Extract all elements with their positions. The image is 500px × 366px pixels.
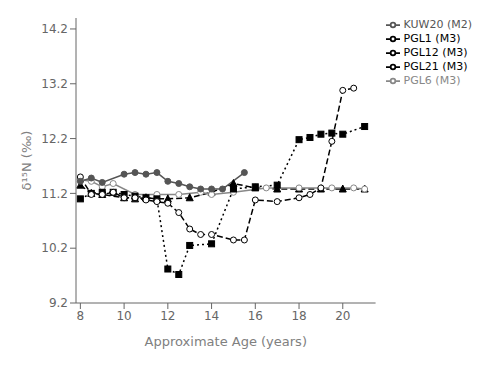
svg-text:14: 14 (204, 309, 219, 323)
svg-text:13.2: 13.2 (41, 77, 68, 91)
html-text:PGL21 (M3): PGL21 (M3) (403, 60, 468, 73)
html-text:KUW20 (M2): KUW20 (M2) (403, 18, 472, 31)
svg-text:14.2: 14.2 (41, 22, 68, 36)
svg-text:20: 20 (335, 309, 350, 323)
svg-text:16: 16 (248, 309, 263, 323)
html-text:PGL12 (M3): PGL12 (M3) (403, 46, 468, 59)
svg-text:12.2: 12.2 (41, 132, 68, 146)
svg-text:10.2: 10.2 (41, 241, 68, 255)
svg-text:10: 10 (116, 309, 131, 323)
svg-text:Approximate Age (years): Approximate Age (years) (145, 334, 307, 349)
svg-text:11.2: 11.2 (41, 187, 68, 201)
html-text:PGL6 (M3): PGL6 (M3) (403, 74, 461, 87)
svg-text:δ¹⁵N (‰): δ¹⁵N (‰) (19, 131, 34, 191)
svg-text:8: 8 (77, 309, 85, 323)
svg-text:12: 12 (160, 309, 175, 323)
svg-text:9.2: 9.2 (49, 296, 68, 310)
html-text:PGL1 (M3): PGL1 (M3) (403, 32, 461, 45)
svg-text:18: 18 (291, 309, 306, 323)
